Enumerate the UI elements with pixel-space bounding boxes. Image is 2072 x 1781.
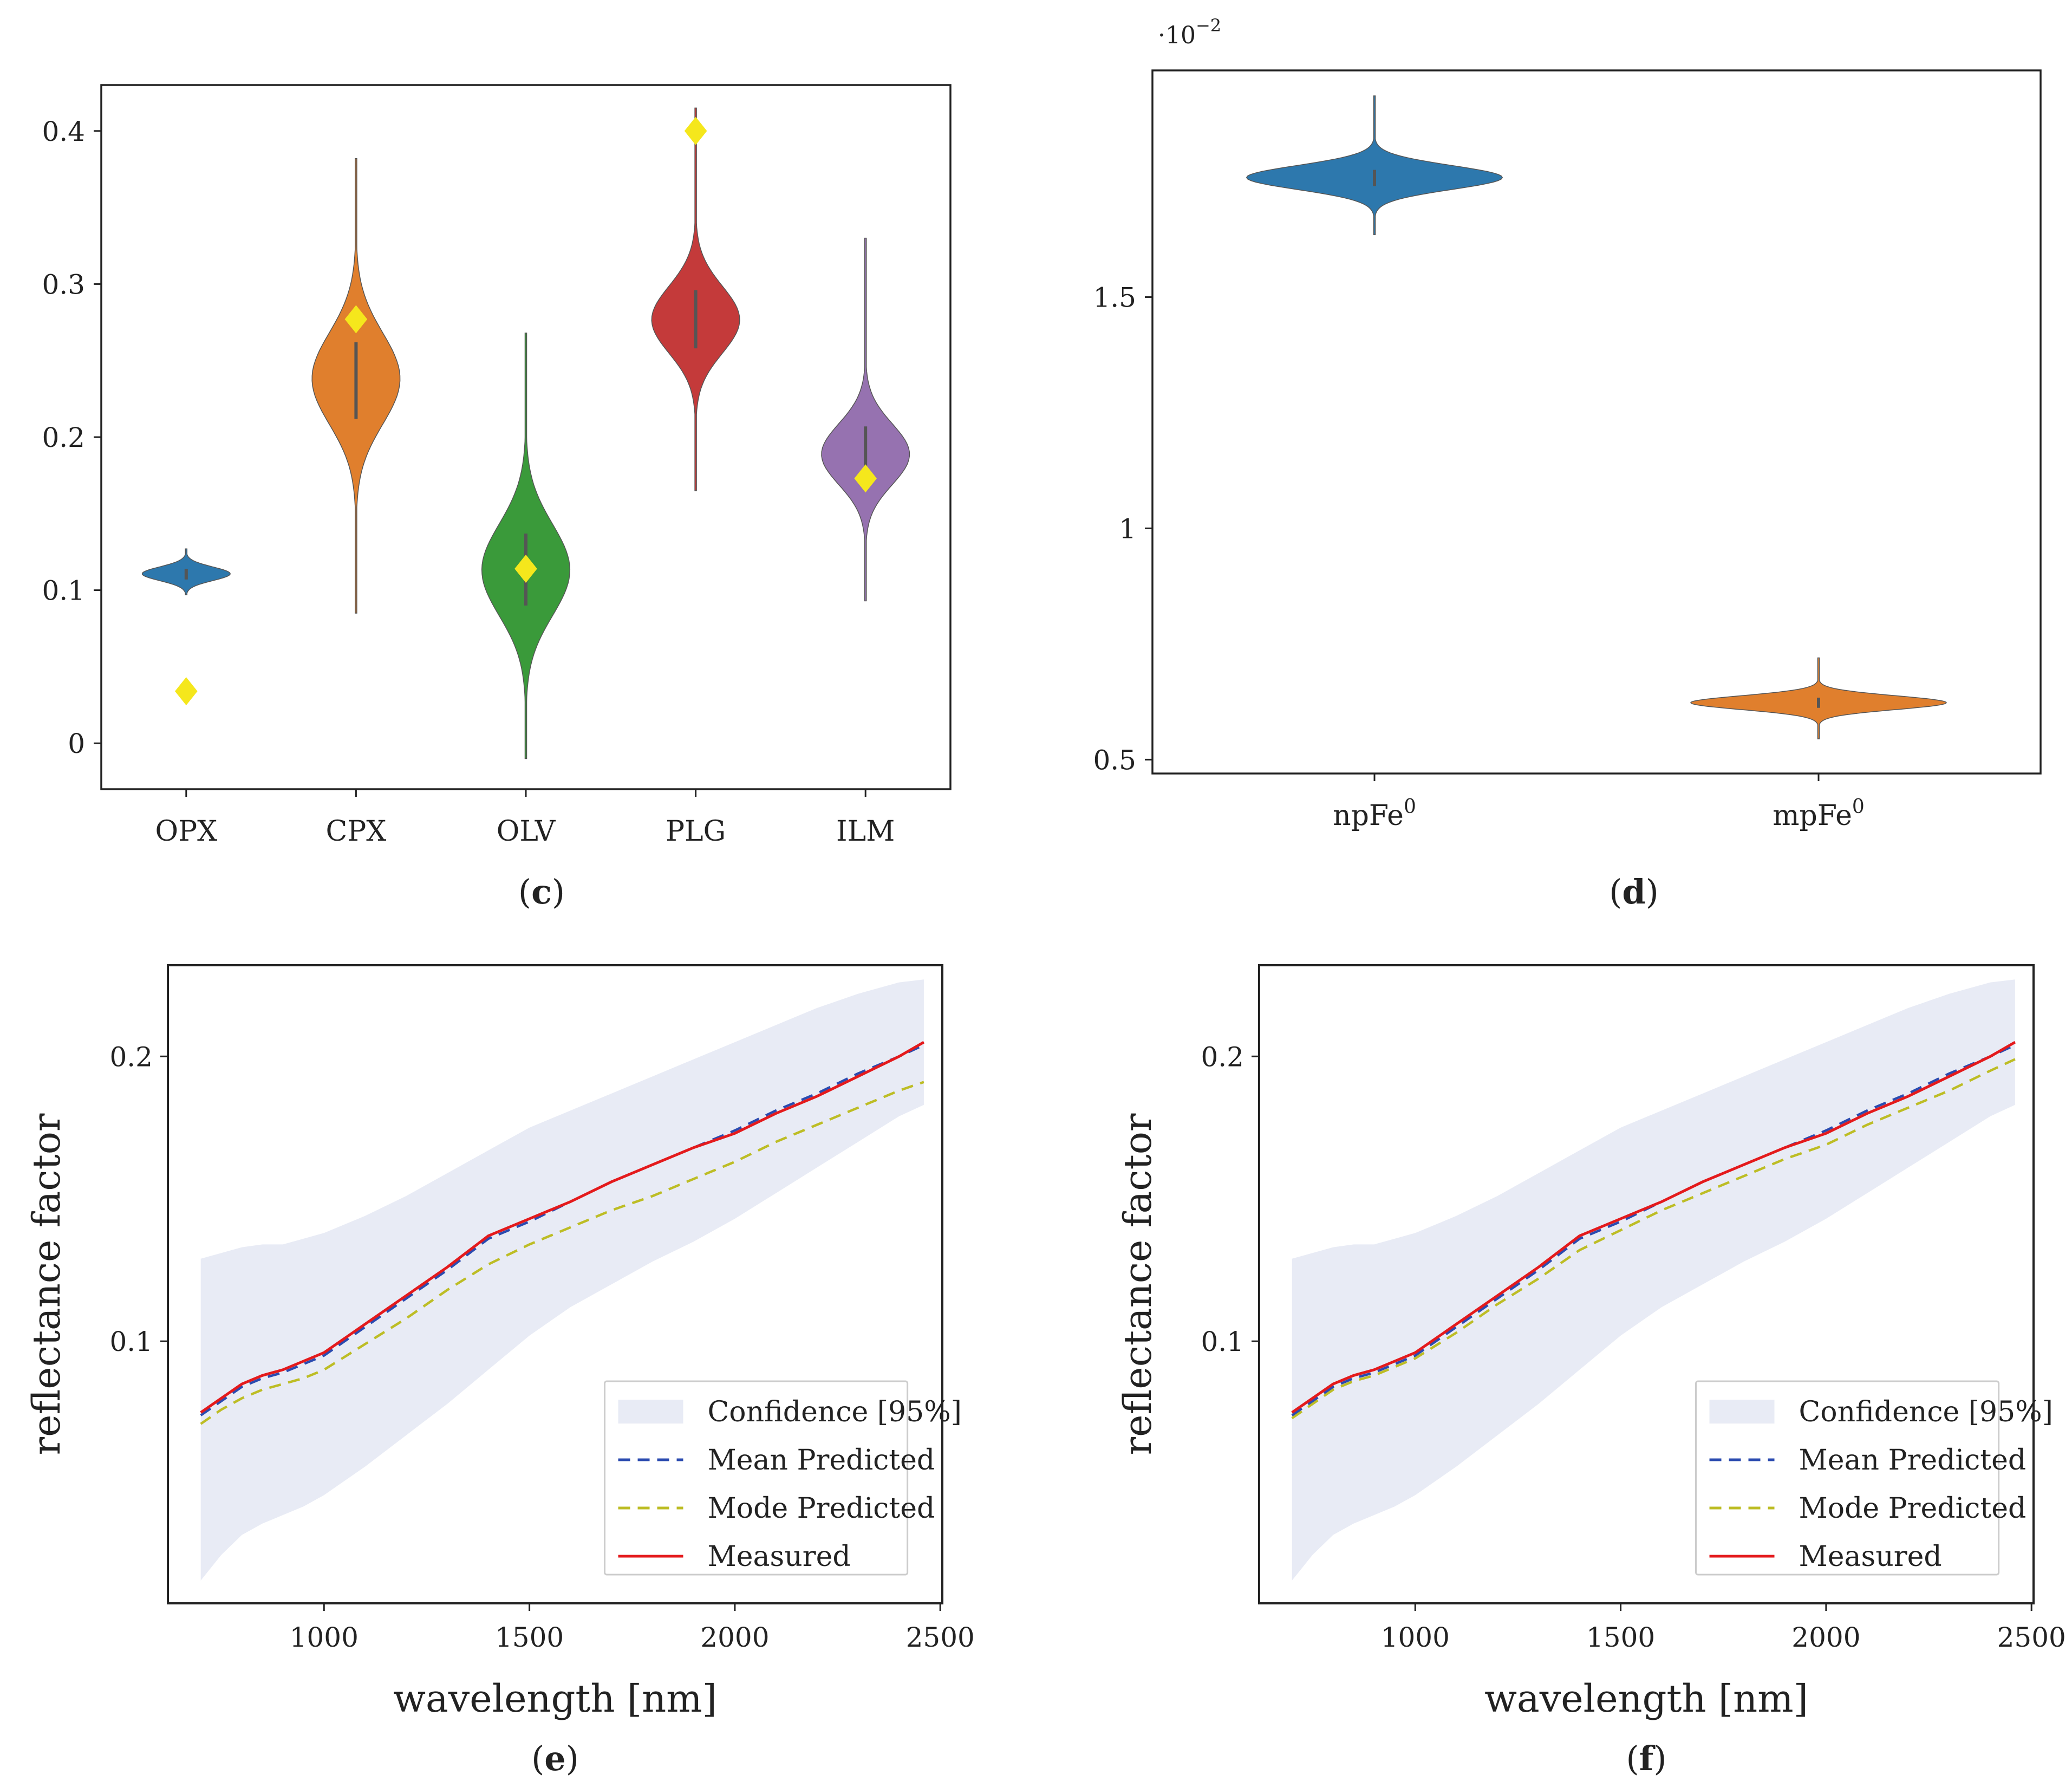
x-tick-label-opx: OPX — [155, 815, 217, 848]
caption-paren-open: ( — [1626, 1739, 1639, 1778]
y-tick-label: 0.3 — [42, 269, 85, 300]
x-tick-label-superscript: 0 — [1852, 796, 1865, 818]
x-tick-label-text: CPX — [326, 815, 387, 848]
axis-exponent: ·10−2 — [1158, 15, 1221, 49]
series-line-mean-predicted — [1291, 1044, 2016, 1416]
caption-paren-close: ) — [1646, 872, 1659, 912]
legend-swatch-confidence — [1709, 1400, 1775, 1424]
plot-frame — [1258, 964, 2035, 1604]
y-tick-label: 0.4 — [42, 116, 85, 147]
y-tick-label: 0.1 — [1201, 1326, 1244, 1357]
axis-exponent-base: ·10 — [1158, 22, 1196, 49]
series-line-mode-predicted — [1291, 1058, 2016, 1420]
x-tick-label-mpfe: mpFe0 — [1773, 796, 1865, 832]
panel-f-spectrum-chart: 1000 1500 2000 2500 0.1 0.2 wavelength [nm] ref… — [1116, 964, 2066, 1778]
caption-paren-open: ( — [531, 1739, 544, 1778]
panel-e-spectrum-chart: 1000 1500 2000 2500 0.1 0.2 wavelength [nm] ref… — [24, 964, 975, 1778]
caption-paren-close: ) — [552, 872, 565, 912]
true-value-marker-opx — [175, 677, 198, 706]
legend-label-confidence: Confidence [95%] — [1799, 1396, 2053, 1428]
y-tick-label: 0.1 — [42, 575, 85, 607]
x-tick-label: 1500 — [1586, 1622, 1655, 1653]
x-tick-label-npfe: npFe0 — [1333, 796, 1416, 832]
panel-c-violin-chart: 0 0.1 0.2 0.3 0.4 OPX CPX OLV PLG ILM (c) — [42, 84, 952, 912]
x-tick-label-cpx: CPX — [326, 815, 387, 848]
x-tick-label-text: npFe — [1333, 800, 1404, 832]
legend-label-confidence: Confidence [95%] — [708, 1396, 962, 1428]
x-tick-label-text: PLG — [666, 815, 726, 848]
caption-paren-close: ) — [566, 1739, 579, 1778]
y-tick-label: 0.2 — [1201, 1041, 1244, 1072]
panel-caption: (f) — [1626, 1739, 1666, 1778]
y-tick-label: 0.1 — [109, 1326, 153, 1357]
x-tick-label-plg: PLG — [666, 815, 726, 848]
legend-label-measured: Measured — [1799, 1540, 1942, 1573]
x-tick-label: 1500 — [495, 1622, 564, 1653]
x-tick-label: 2500 — [1997, 1622, 2066, 1653]
series-line-measured — [1291, 1041, 2016, 1414]
legend-label-mode-predicted: Mode Predicted — [1799, 1492, 2027, 1525]
plot-frame — [100, 84, 952, 790]
series-line-measured — [200, 1041, 925, 1414]
panel-caption: (d) — [1609, 872, 1659, 912]
x-tick-label-olv: OLV — [497, 815, 556, 848]
x-tick-label-superscript: 0 — [1404, 796, 1416, 818]
legend-box — [1695, 1380, 2000, 1576]
legend-label-mean-predicted: Mean Predicted — [708, 1444, 935, 1477]
violin-ilm — [821, 237, 910, 602]
x-axis-label: wavelength [nm] — [393, 1676, 717, 1721]
true-value-marker-ilm — [854, 464, 877, 493]
x-tick-label: 1000 — [290, 1622, 359, 1653]
y-axis-label: reflectance factor — [24, 1113, 69, 1455]
x-tick-label-text: ILM — [836, 815, 895, 848]
x-tick-label-text: OPX — [155, 815, 217, 848]
x-tick-label-ilm: ILM — [836, 815, 895, 848]
true-value-marker-olv — [514, 555, 537, 583]
y-tick-label: 1.5 — [1093, 282, 1136, 313]
series-line-mode-predicted — [200, 1081, 924, 1425]
x-tick-label: 2000 — [700, 1622, 769, 1653]
violin-npfe — [1246, 95, 1503, 235]
caption-letter: f — [1639, 1739, 1656, 1778]
x-tick-label: 1000 — [1381, 1622, 1450, 1653]
caption-paren-close: ) — [1653, 1739, 1666, 1778]
true-value-marker-cpx — [344, 305, 368, 334]
x-tick-label-text: mpFe — [1773, 800, 1852, 832]
caption-paren-open: ( — [1609, 872, 1622, 912]
plot-frame — [1151, 69, 2042, 775]
axis-exponent-power: −2 — [1196, 15, 1221, 36]
caption-letter: e — [544, 1739, 565, 1778]
y-tick-label: 0 — [68, 728, 85, 759]
x-tick-label-text: OLV — [497, 815, 556, 848]
y-tick-label: 0.5 — [1093, 744, 1136, 776]
panel-caption: (c) — [518, 872, 565, 912]
legend-box — [604, 1380, 909, 1576]
legend-label-mode-predicted: Mode Predicted — [708, 1492, 935, 1525]
true-value-marker-plg — [684, 116, 707, 145]
caption-letter: d — [1622, 872, 1645, 912]
x-tick-label: 2500 — [906, 1622, 975, 1653]
y-tick-label: 0.2 — [42, 422, 85, 453]
y-tick-label: 0.2 — [109, 1041, 153, 1072]
legend-label-measured: Measured — [708, 1540, 851, 1573]
legend-label-mean-predicted: Mean Predicted — [1799, 1444, 2027, 1477]
series-line-mean-predicted — [200, 1044, 924, 1416]
plot-frame — [167, 964, 943, 1604]
y-axis-label: reflectance factor — [1116, 1113, 1160, 1455]
y-tick-label: 1 — [1119, 513, 1136, 544]
caption-letter: c — [531, 872, 552, 912]
x-axis-label: wavelength [nm] — [1484, 1676, 1808, 1721]
x-tick-label: 2000 — [1791, 1622, 1860, 1653]
legend-swatch-confidence — [618, 1400, 683, 1424]
caption-paren-open: ( — [518, 872, 531, 912]
panel-caption: (e) — [531, 1739, 579, 1778]
